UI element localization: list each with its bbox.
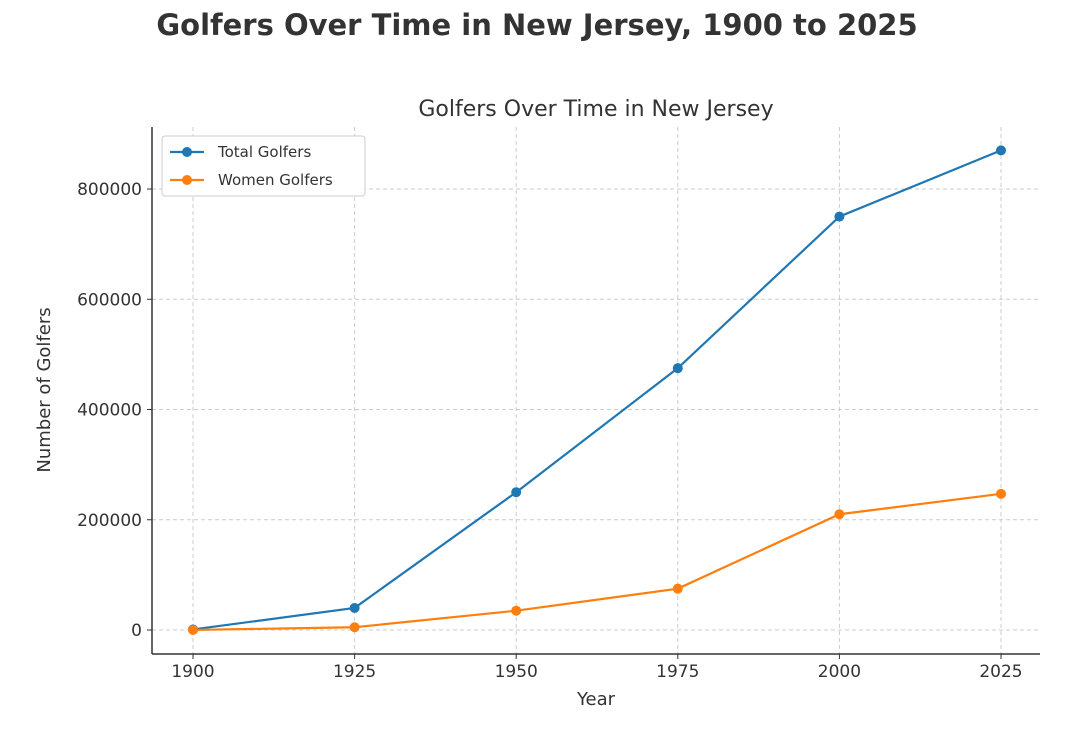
y-tick-label: 0: [131, 621, 142, 641]
y-tick-label: 200000: [77, 511, 142, 531]
data-point: [188, 624, 198, 635]
x-tick-label: 1900: [171, 662, 214, 682]
x-tick-label: 1950: [495, 662, 538, 682]
x-axis-label: Year: [576, 689, 616, 710]
data-point: [996, 488, 1006, 499]
x-tick-label: 1925: [333, 662, 376, 682]
x-tick-label: 1975: [656, 662, 699, 682]
data-point: [511, 487, 522, 498]
data-point: [511, 605, 522, 616]
series-line: [192, 492, 1002, 632]
data-point: [834, 509, 845, 520]
series-line: [192, 149, 1002, 631]
data-point: [996, 145, 1006, 156]
y-tick-label: 400000: [77, 401, 142, 421]
data-point: [672, 583, 683, 594]
legend-marker: [182, 147, 192, 157]
data-point: [672, 363, 683, 374]
y-axis-label: Number of Golfers: [34, 307, 55, 472]
x-tick-label: 2000: [818, 662, 861, 682]
legend-label: Total Golfers: [217, 143, 311, 161]
y-tick-label: 600000: [77, 290, 142, 310]
legend: [161, 135, 366, 197]
data-point: [349, 602, 360, 613]
legend-label: Women Golfers: [218, 171, 333, 189]
legend-marker: [182, 175, 192, 185]
chart-title: Golfers Over Time in New Jersey: [418, 97, 773, 122]
data-point: [349, 622, 360, 633]
y-tick-label: 800000: [77, 180, 142, 200]
figure-title: Golfers Over Time in New Jersey, 1900 to…: [156, 8, 918, 42]
data-point: [834, 211, 845, 222]
x-tick-label: 2025: [979, 662, 1022, 682]
